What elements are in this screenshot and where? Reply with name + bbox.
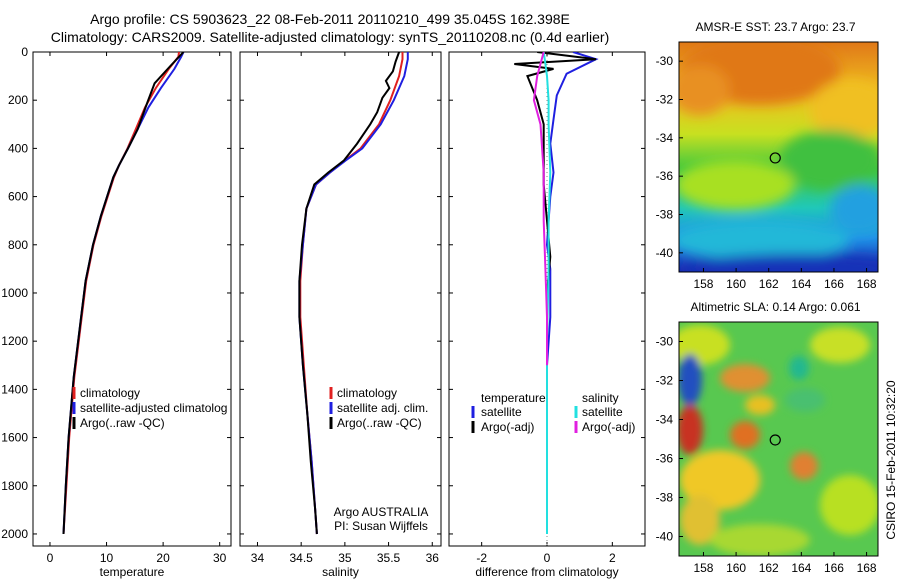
plot-frame — [239, 51, 442, 547]
y-tick-label: 1200 — [1, 334, 28, 348]
y-tick-label: 200 — [8, 93, 28, 107]
x-axis-label: difference from climatology — [475, 565, 618, 579]
y-tick-label: -38 — [656, 491, 674, 505]
x-tick-label: 34.5 — [289, 551, 313, 565]
x-tick-label: 35.5 — [377, 551, 401, 565]
profile-panel-2: 34 34.5 35 35.5 36 salinity climatologysatelli… — [239, 51, 442, 579]
legend-label: satellite-adjusted climatolog — [80, 401, 227, 415]
x-tick-label: 158 — [693, 277, 713, 291]
legend-label: climatology — [337, 386, 397, 400]
plot-frame — [32, 51, 232, 547]
legend-title-temperature: temperature — [481, 391, 546, 405]
sst-map-image — [679, 42, 878, 272]
legend-label: Argo(..raw -QC) — [80, 416, 165, 430]
x-tick-label: 36 — [426, 551, 440, 565]
map-title: AMSR-E SST: 23.7 Argo: 23.7 — [695, 20, 855, 34]
header-line-2: Climatology: CARS2009. Satellite-adjuste… — [50, 29, 610, 45]
map-title: Altimetric SLA: 0.14 Argo: 0.061 — [690, 300, 860, 314]
y-tick-label: 800 — [8, 238, 28, 252]
y-tick-label: 1000 — [1, 286, 28, 300]
legend-label: Argo(-adj) — [481, 420, 534, 434]
series-line-sat_salinity — [542, 52, 552, 534]
x-tick-label: 10 — [100, 551, 114, 565]
y-tick-label: -36 — [656, 452, 674, 466]
x-tick-label: 164 — [791, 561, 811, 575]
x-tick-label: 162 — [759, 277, 779, 291]
x-tick-label: 34 — [251, 551, 265, 565]
y-tick-label: -32 — [656, 374, 674, 388]
x-axis-label: temperature — [100, 565, 165, 579]
x-tick-label: 30 — [213, 551, 227, 565]
header-line-1: Argo profile: CS 5903623_22 08-Feb-2011 … — [90, 11, 570, 27]
y-tick-label: 2000 — [1, 527, 28, 541]
annotation-line: PI: Susan Wijffels — [334, 519, 428, 533]
y-tick-label: -32 — [656, 93, 674, 107]
x-tick-label: 0 — [544, 551, 551, 565]
y-tick-label: 400 — [8, 141, 28, 155]
y-tick-label: 1600 — [1, 431, 28, 445]
annotation-line: Argo AUSTRALIA — [334, 505, 429, 519]
x-tick-label: 162 — [759, 561, 779, 575]
y-tick-label: -34 — [656, 131, 674, 145]
y-tick-label: 600 — [8, 190, 28, 204]
x-tick-label: 160 — [726, 277, 746, 291]
x-tick-label: 0 — [47, 551, 54, 565]
sla-map-image — [679, 322, 878, 556]
y-tick-label: -34 — [656, 413, 674, 427]
series-line-argo_adj_salinity — [532, 52, 548, 366]
legend-title-salinity: salinity — [582, 391, 619, 405]
y-tick-label: 1800 — [1, 479, 28, 493]
y-tick-label: -40 — [656, 246, 674, 260]
legend-label: satellite — [582, 405, 623, 419]
series-line-argo — [298, 52, 401, 535]
y-tick-label: -40 — [656, 530, 674, 544]
legend-label: climatology — [80, 386, 140, 400]
x-tick-label: 160 — [726, 561, 746, 575]
x-tick-label: 35 — [338, 551, 352, 565]
y-tick-label: -30 — [656, 54, 674, 68]
x-tick-label: 166 — [824, 277, 844, 291]
x-tick-label: -2 — [476, 551, 487, 565]
x-axis-label: salinity — [322, 565, 359, 579]
x-tick-label: 164 — [791, 277, 811, 291]
y-tick-label: 1400 — [1, 382, 28, 396]
x-tick-label: 168 — [857, 561, 877, 575]
x-tick-label: 158 — [693, 561, 713, 575]
y-tick-label: -30 — [656, 335, 674, 349]
x-tick-label: 166 — [824, 561, 844, 575]
map-frame — [678, 41, 879, 273]
argo-position-marker — [769, 152, 781, 164]
legend-label: Argo(..raw -QC) — [337, 416, 422, 430]
legend-label: satellite adj. clim. — [337, 401, 428, 415]
map-panel-1: AMSR-E SST: 23.7 Argo: 23.7 158 160 162 164 1… — [656, 20, 879, 291]
argo-position-marker — [769, 434, 781, 446]
x-tick-label: 168 — [857, 277, 877, 291]
map-frame — [678, 321, 879, 557]
side-label: CSIRO 15-Feb-2011 10:32:20 — [884, 380, 898, 540]
map-panel-2: Altimetric SLA: 0.14 Argo: 0.061 158 160 16… — [656, 300, 879, 575]
y-tick-label: 0 — [21, 45, 28, 59]
y-tick-label: -36 — [656, 169, 674, 183]
x-tick-label: 20 — [156, 551, 170, 565]
x-tick-label: 2 — [609, 551, 616, 565]
legend-label: Argo(-adj) — [582, 420, 635, 434]
legend-label: satellite — [481, 405, 522, 419]
profile-panel-1: 0 10 20 30 0 200 400 600 800 1000 1200 1400 1600 1800… — [1, 45, 232, 579]
y-tick-label: -38 — [656, 208, 674, 222]
